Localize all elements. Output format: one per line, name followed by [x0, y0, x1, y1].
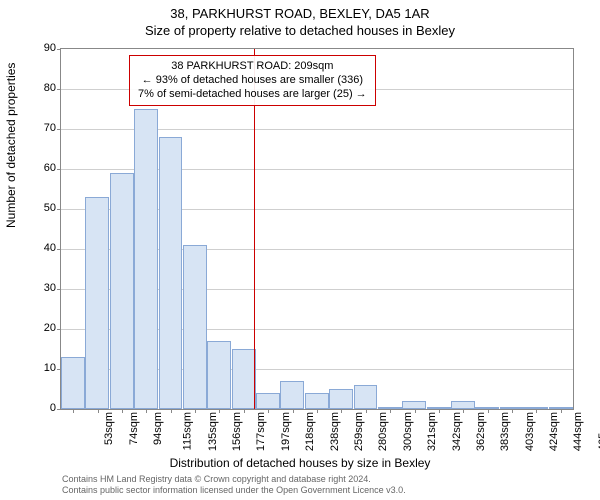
xtick-label: 238sqm	[329, 412, 341, 451]
xtick-label: 53sqm	[103, 412, 115, 445]
ytick-mark	[57, 209, 61, 210]
xtick-label: 177sqm	[256, 412, 268, 451]
xtick-mark	[244, 409, 245, 413]
xtick-label: 218sqm	[304, 412, 316, 451]
histogram-bar	[85, 197, 109, 409]
ytick-label: 60	[26, 162, 56, 174]
xtick-mark	[73, 409, 74, 413]
xtick-mark	[341, 409, 342, 413]
ytick-mark	[57, 169, 61, 170]
xtick-mark	[293, 409, 294, 413]
xtick-label: 74sqm	[128, 412, 140, 445]
ytick-mark	[57, 409, 61, 410]
histogram-bar	[354, 385, 378, 409]
xtick-mark	[366, 409, 367, 413]
histogram-bar	[183, 245, 207, 409]
xtick-mark	[561, 409, 562, 413]
attribution-line1: Contains HM Land Registry data © Crown c…	[62, 474, 406, 485]
xtick-mark	[219, 409, 220, 413]
ytick-label: 70	[26, 122, 56, 134]
histogram-plot: 38 PARKHURST ROAD: 209sqm ← 93% of detac…	[60, 48, 574, 410]
xtick-mark	[317, 409, 318, 413]
ytick-mark	[57, 49, 61, 50]
xtick-mark	[439, 409, 440, 413]
xtick-mark	[512, 409, 513, 413]
annotation-line3: 7% of semi-detached houses are larger (2…	[138, 88, 367, 102]
xtick-mark	[122, 409, 123, 413]
y-axis-label: Number of detached properties	[4, 63, 18, 228]
xtick-label: 115sqm	[182, 412, 194, 450]
histogram-bar	[159, 137, 183, 409]
xtick-label: 321sqm	[426, 412, 438, 451]
page-subtitle: Size of property relative to detached ho…	[0, 21, 600, 38]
xtick-label: 342sqm	[451, 412, 463, 451]
ytick-label: 40	[26, 242, 56, 254]
xtick-mark	[415, 409, 416, 413]
histogram-bar	[402, 401, 426, 409]
histogram-bar	[329, 389, 353, 409]
xtick-label: 94sqm	[152, 412, 164, 445]
histogram-bar	[305, 393, 329, 409]
histogram-bar	[110, 173, 134, 409]
xtick-mark	[390, 409, 391, 413]
annotation-line2: ← 93% of detached houses are smaller (33…	[138, 74, 367, 88]
xtick-label: 156sqm	[231, 412, 243, 451]
annotation-box: 38 PARKHURST ROAD: 209sqm ← 93% of detac…	[129, 55, 376, 106]
xtick-mark	[463, 409, 464, 413]
ytick-label: 50	[26, 202, 56, 214]
xtick-label: 197sqm	[280, 412, 292, 451]
ytick-mark	[57, 289, 61, 290]
histogram-bar	[207, 341, 231, 409]
histogram-bar	[134, 109, 158, 409]
xtick-label: 424sqm	[548, 412, 560, 451]
xtick-mark	[171, 409, 172, 413]
xtick-label: 300sqm	[402, 412, 414, 451]
x-axis-label: Distribution of detached houses by size …	[0, 456, 600, 470]
xtick-label: 383sqm	[499, 412, 511, 451]
ytick-mark	[57, 89, 61, 90]
ytick-mark	[57, 329, 61, 330]
ytick-label: 90	[26, 42, 56, 54]
xtick-mark	[146, 409, 147, 413]
xtick-label: 444sqm	[573, 412, 585, 451]
histogram-bar	[61, 357, 85, 409]
xtick-mark	[195, 409, 196, 413]
ytick-label: 0	[26, 402, 56, 414]
histogram-bar	[232, 349, 256, 409]
xtick-label: 135sqm	[207, 412, 219, 451]
ytick-mark	[57, 129, 61, 130]
ytick-mark	[57, 249, 61, 250]
page-title: 38, PARKHURST ROAD, BEXLEY, DA5 1AR	[0, 0, 600, 21]
histogram-bar	[451, 401, 475, 409]
xtick-label: 280sqm	[378, 412, 390, 451]
xtick-mark	[268, 409, 269, 413]
histogram-bar	[280, 381, 304, 409]
xtick-label: 362sqm	[475, 412, 487, 451]
xtick-label: 403sqm	[524, 412, 536, 451]
attribution-text: Contains HM Land Registry data © Crown c…	[62, 474, 406, 496]
attribution-line2: Contains public sector information licen…	[62, 485, 406, 496]
ytick-label: 80	[26, 82, 56, 94]
ytick-label: 20	[26, 322, 56, 334]
xtick-mark	[488, 409, 489, 413]
xtick-label: 259sqm	[353, 412, 365, 451]
ytick-label: 30	[26, 282, 56, 294]
xtick-mark	[98, 409, 99, 413]
xtick-mark	[536, 409, 537, 413]
ytick-label: 10	[26, 362, 56, 374]
histogram-bar	[256, 393, 280, 409]
annotation-line1: 38 PARKHURST ROAD: 209sqm	[138, 60, 367, 74]
